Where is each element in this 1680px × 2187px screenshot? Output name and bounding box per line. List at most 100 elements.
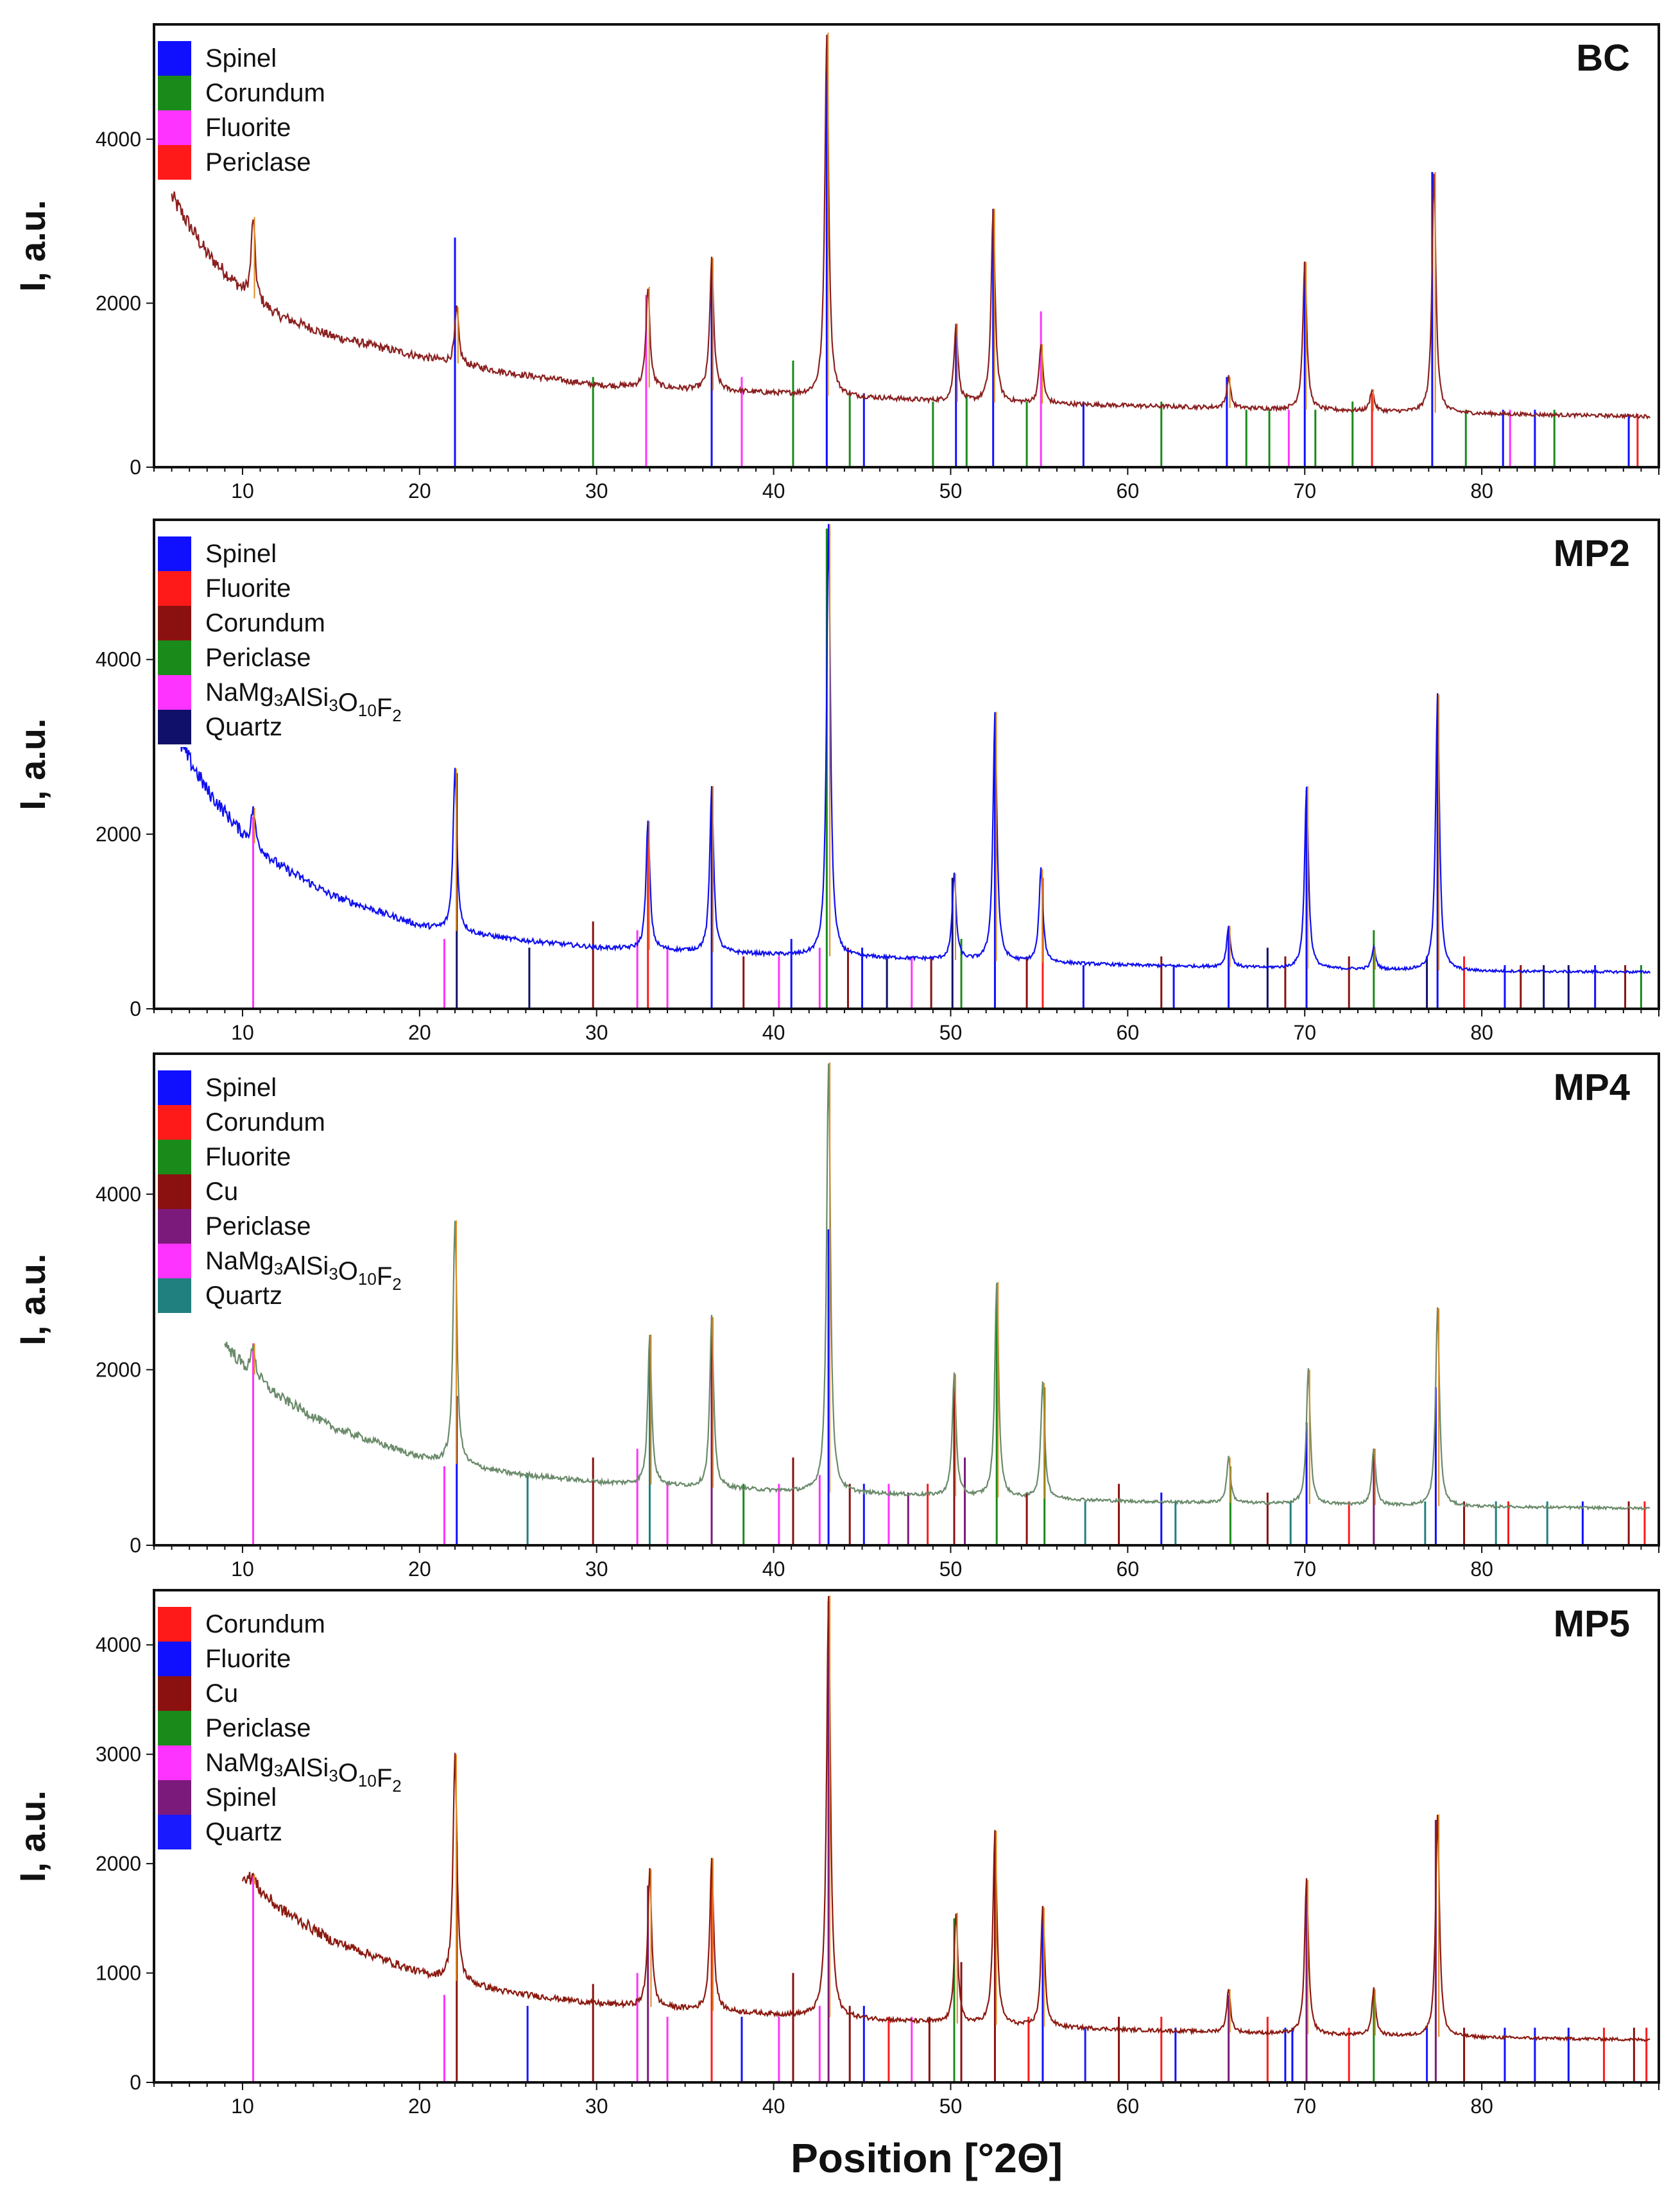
x-tick-label: 50 (939, 1557, 963, 1581)
legend-label: NaMg3AlSi3O10F2 (205, 1749, 402, 1796)
x-tick-label: 50 (939, 2095, 963, 2118)
panel-label: MP4 (1554, 1067, 1630, 1108)
legend-swatch (158, 1140, 191, 1174)
x-tick-label: 80 (1470, 1557, 1493, 1581)
legend-swatch (158, 41, 191, 76)
diffraction-trace (171, 524, 1651, 975)
x-tick-label: 40 (762, 2095, 785, 2118)
y-tick-label: 2000 (96, 823, 141, 846)
legend-label: Fluorite (205, 1645, 291, 1673)
y-tick-label: 4000 (96, 128, 141, 151)
xrd-panel-mp5: 10 20 30 40 50 60 70 80 0 1000 2000 3000 4000 I, a.u.… (12, 1589, 1660, 2118)
y-tick-label: 4000 (96, 1633, 141, 1656)
x-tick-label: 80 (1470, 479, 1493, 502)
legend-label: Corundum (205, 79, 325, 107)
x-tick-label: 60 (1117, 479, 1140, 502)
legend-label: Spinel (205, 540, 277, 568)
x-tick-label: 10 (231, 479, 254, 502)
x-tick-label: 60 (1117, 1557, 1140, 1581)
legend-swatch (158, 1105, 191, 1140)
legend-swatch (158, 640, 191, 675)
legend-swatch (158, 536, 191, 571)
legend-swatch (158, 1711, 191, 1745)
plot-frame (153, 1052, 1660, 1547)
legend-swatch (158, 76, 191, 110)
x-tick-label: 40 (762, 1557, 785, 1581)
legend-label: NaMg3AlSi3O10F2 (205, 678, 402, 725)
legend-label: Quartz (205, 713, 282, 741)
legend-label: Corundum (205, 609, 325, 637)
plot-area (241, 1595, 1650, 2082)
legend-label: Cu (205, 1178, 238, 1206)
y-tick-label: 0 (130, 456, 141, 479)
diffraction-trace (241, 1596, 1650, 2043)
x-tick-label: 30 (585, 479, 608, 502)
y-axis-title: I, a.u. (12, 718, 53, 810)
plot-frame (153, 519, 1660, 1010)
legend-label: Cu (205, 1679, 238, 1708)
xrd-panel-mp4: 10 20 30 40 50 60 70 80 0 2000 4000 I, a.u. MP4 Spine… (12, 1052, 1660, 1581)
panel-label: BC (1576, 37, 1630, 79)
y-axis-title: I, a.u. (12, 200, 53, 291)
x-axis-title: Position [°2Θ] (791, 2135, 1063, 2181)
x-tick-label: 20 (408, 1021, 431, 1044)
legend-label: Periclase (205, 148, 311, 176)
y-tick-label: 4000 (96, 648, 141, 671)
plot-area (224, 1062, 1650, 1545)
x-tick-label: 80 (1470, 1021, 1493, 1044)
legend-label: Fluorite (205, 114, 291, 142)
x-tick-label: 60 (1117, 1021, 1140, 1044)
legend-swatch (158, 1607, 191, 1642)
x-tick-label: 10 (231, 1021, 254, 1044)
y-tick-label: 0 (130, 997, 141, 1020)
legend-label: Periclase (205, 1212, 311, 1240)
x-tick-label: 10 (231, 1557, 254, 1581)
legend-label: NaMg3AlSi3O10F2 (205, 1247, 402, 1294)
legend-swatch (158, 110, 191, 145)
legend-label: Spinel (205, 1783, 277, 1812)
x-tick-label: 10 (231, 2095, 254, 2118)
legend-label: Quartz (205, 1818, 282, 1846)
legend-swatch (158, 1174, 191, 1209)
x-tick-label: 20 (408, 479, 431, 502)
x-tick-label: 60 (1117, 2095, 1140, 2118)
x-tick-label: 50 (939, 479, 963, 502)
legend-swatch (158, 1209, 191, 1244)
y-tick-label: 2000 (96, 1852, 141, 1875)
y-tick-label: 1000 (96, 1962, 141, 1985)
x-tick-label: 70 (1293, 1021, 1316, 1044)
plot-frame (153, 1589, 1660, 2084)
x-tick-label: 40 (762, 1021, 785, 1044)
y-tick-label: 4000 (96, 1183, 141, 1206)
legend-background (157, 1065, 439, 1316)
legend-swatch (158, 1244, 191, 1278)
x-tick-label: 30 (585, 1557, 608, 1581)
plot-area (171, 32, 1651, 467)
legend-swatch (158, 571, 191, 606)
y-tick-label: 0 (130, 2071, 141, 2094)
legend-label: Periclase (205, 1714, 311, 1742)
legend-background (157, 1602, 439, 1852)
plot-area (171, 524, 1651, 1009)
legend-swatch (158, 675, 191, 710)
y-tick-label: 2000 (96, 291, 141, 314)
xrd-panel-mp2: 10 20 30 40 50 60 70 80 0 2000 4000 I, a.u. MP2 Spine… (12, 519, 1660, 1044)
x-tick-label: 30 (585, 2095, 608, 2118)
legend-swatch (158, 145, 191, 180)
legend-label: Quartz (205, 1282, 282, 1310)
x-tick-label: 50 (939, 1021, 963, 1044)
legend-background (157, 36, 439, 182)
diffraction-trace (224, 1063, 1650, 1511)
legend-label: Corundum (205, 1610, 325, 1638)
diffraction-trace (171, 35, 1651, 420)
panel-label: MP2 (1554, 533, 1630, 574)
legend-swatch (158, 1278, 191, 1313)
legend-swatch (158, 1815, 191, 1849)
legend-swatch (158, 1745, 191, 1780)
x-tick-label: 70 (1293, 479, 1316, 502)
plot-frame (153, 23, 1660, 468)
panel-label: MP5 (1554, 1603, 1630, 1645)
legend-swatch (158, 606, 191, 640)
y-tick-label: 2000 (96, 1358, 141, 1381)
